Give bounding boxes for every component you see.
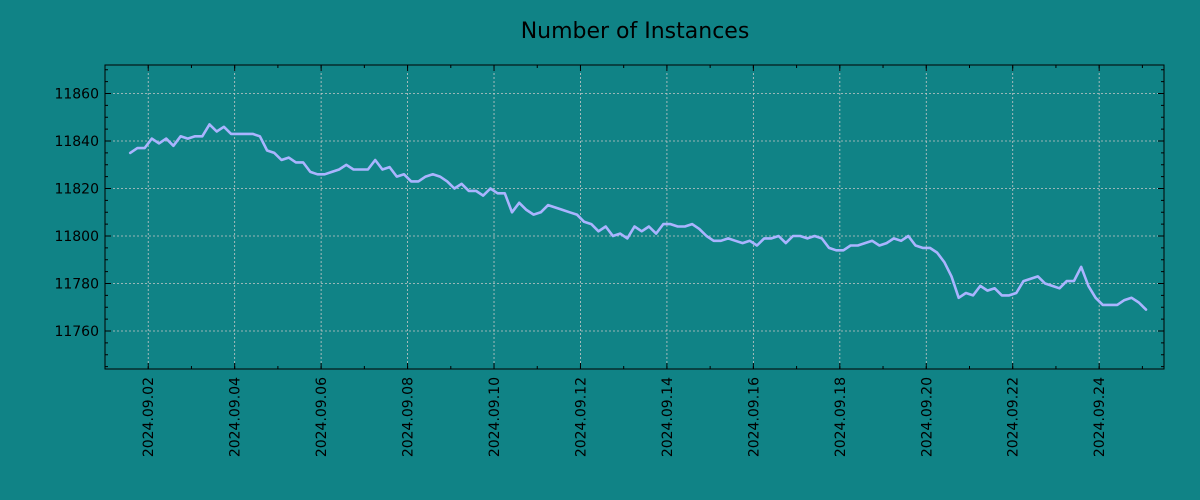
x-tick-label: 2024.09.12 xyxy=(573,377,589,457)
y-tick-label: 11760 xyxy=(54,324,99,340)
chart-title: Number of Instances xyxy=(521,19,750,44)
x-tick-label: 2024.09.02 xyxy=(141,377,157,457)
plot-frame xyxy=(104,64,1165,370)
x-tick-label: 2024.09.06 xyxy=(314,377,330,457)
x-tick-label: 2024.09.20 xyxy=(919,377,935,457)
x-tick-label: 2024.09.16 xyxy=(746,377,762,457)
y-tick-label: 11780 xyxy=(54,277,99,293)
x-tick-label: 2024.09.04 xyxy=(228,377,244,457)
tick-labels: 11760 11780 11800 11820 11840 11860 2024.09.02… xyxy=(54,87,1108,458)
x-tick-label: 2024.09.14 xyxy=(660,377,676,457)
gridlines xyxy=(105,65,1164,369)
x-tick-label: 2024.09.22 xyxy=(1006,377,1022,457)
series-line xyxy=(128,123,1148,311)
x-tick-label: 2024.09.10 xyxy=(487,377,503,457)
series-layer xyxy=(128,123,1148,311)
y-tick-label: 11860 xyxy=(54,87,99,103)
x-tick-label: 2024.09.24 xyxy=(1092,377,1108,457)
y-tick-label: 11800 xyxy=(54,229,99,245)
x-tick-label: 2024.09.18 xyxy=(833,377,849,457)
y-tick-label: 11820 xyxy=(54,182,99,198)
y-tick-label: 11840 xyxy=(54,134,99,150)
axis-ticks xyxy=(104,65,1164,369)
x-tick-label: 2024.09.08 xyxy=(401,377,417,457)
